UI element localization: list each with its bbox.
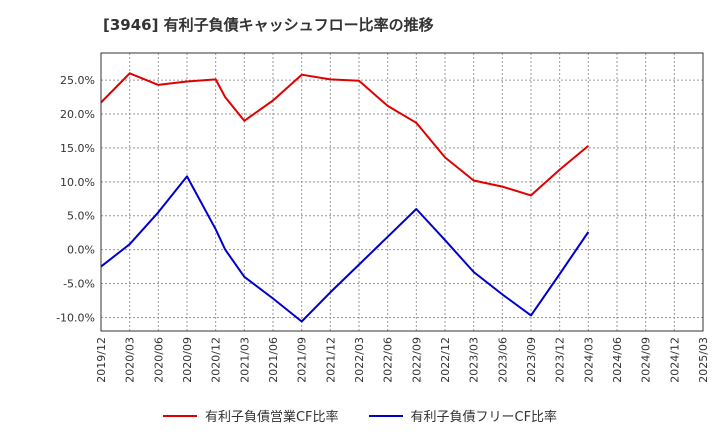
x-tick-label: 2024/03 [582, 337, 595, 383]
x-tick-label: 2025/03 [697, 337, 710, 383]
legend-swatch-free-cf [368, 414, 403, 417]
legend-swatch-operating-cf [162, 414, 197, 417]
x-tick-label: 2020/09 [181, 337, 194, 383]
y-tick-label: -10.0% [56, 311, 95, 324]
x-tick-label: 2019/12 [95, 337, 108, 383]
x-tick-label: 2024/09 [640, 337, 653, 383]
y-tick-label: 5.0% [67, 210, 95, 223]
legend-label-operating-cf: 有利子負債営業CF比率 [204, 410, 339, 425]
x-tick-label: 2020/06 [152, 337, 165, 383]
x-tick-label: 2021/12 [324, 337, 337, 383]
plot-frame [100, 52, 704, 332]
y-tick-label: 20.0% [60, 108, 95, 121]
x-tick-label: 2020/12 [210, 337, 223, 383]
legend-item-operating-cf: 有利子負債営業CF比率 [162, 406, 339, 425]
grid [100, 53, 704, 331]
x-tick-label: 2021/03 [238, 337, 251, 383]
series-line-operating-cf [100, 72, 589, 197]
x-tick-label: 2021/06 [267, 337, 280, 383]
series-line-free-cf [100, 175, 590, 323]
series-layer [100, 72, 590, 323]
x-tick-label: 2024/12 [668, 337, 681, 383]
plot-area [101, 53, 703, 331]
legend: 有利子負債営業CF比率 有利子負債フリーCF比率 [0, 406, 720, 425]
x-tick-label: 2023/12 [554, 337, 567, 383]
x-tick-label: 2022/12 [439, 337, 452, 383]
legend-item-free-cf: 有利子負債フリーCF比率 [368, 406, 558, 425]
legend-label-free-cf: 有利子負債フリーCF比率 [410, 410, 558, 425]
x-tick-label: 2023/06 [496, 337, 509, 383]
x-tick-label: 2022/09 [410, 337, 423, 383]
axes: 2019/12 2020/03 2020/06 2020/09 2020/12 2021/… [56, 52, 710, 383]
y-tick-label: 15.0% [60, 142, 95, 155]
y-tick-label: -5.0% [63, 278, 95, 291]
y-tick-label: 0.0% [67, 244, 95, 257]
x-tick-label: 2020/03 [124, 337, 137, 383]
x-tick-label: 2023/09 [525, 337, 538, 383]
chart-title: [3946] 有利子負債キャッシュフロー比率の推移 [103, 16, 434, 34]
x-tick-label: 2021/09 [296, 337, 309, 383]
y-tick-label: 10.0% [60, 176, 95, 189]
y-tick-label: 25.0% [60, 74, 95, 87]
x-tick-label: 2023/03 [468, 337, 481, 383]
x-tick-label: 2022/06 [382, 337, 395, 383]
x-tick-label: 2022/03 [353, 337, 366, 383]
x-tick-label: 2024/06 [611, 337, 624, 383]
